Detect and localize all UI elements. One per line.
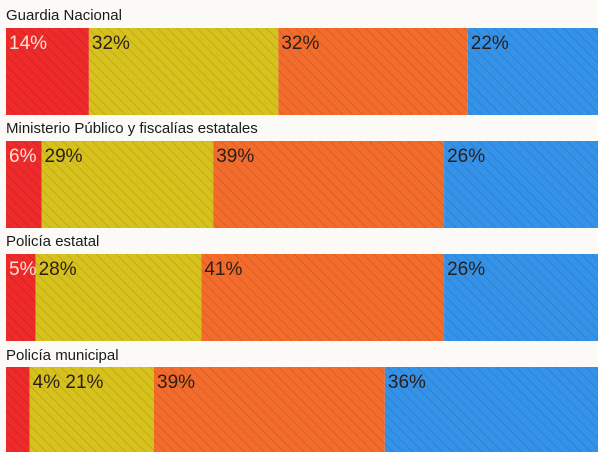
value-label: 29% [45, 146, 83, 167]
bar-segment-hatch [35, 254, 202, 341]
value-label: 41% [204, 259, 242, 280]
value-label: 22% [471, 33, 509, 54]
value-label: 14% [9, 33, 47, 54]
bar-segment-hatch [29, 367, 154, 452]
bar-segment-hatch [154, 367, 385, 452]
bar-segment-hatch [6, 141, 42, 228]
value-label: 26% [447, 146, 485, 167]
bar-segment-hatch [6, 254, 36, 341]
value-label: 28% [39, 259, 77, 280]
value-label: 26% [447, 259, 485, 280]
value-label: 39% [216, 146, 254, 167]
bar-segment-hatch [88, 28, 279, 115]
bar-segment-hatch [467, 28, 598, 115]
bar-segment-hatch [6, 367, 30, 452]
category-label: Policía estatal [6, 233, 99, 250]
category-label: Policía municipal [6, 347, 119, 364]
bar-segment-hatch [213, 141, 445, 228]
value-label: 6% [9, 146, 37, 167]
value-label: 32% [281, 33, 319, 54]
value-label: 4% 21% [33, 372, 104, 393]
bar-segment-hatch [444, 141, 598, 228]
bar-segment-hatch [384, 367, 598, 452]
bar-segment-hatch [41, 141, 214, 228]
value-label: 32% [92, 33, 130, 54]
bar-segment-hatch [201, 254, 445, 341]
bar-segment-hatch [6, 28, 89, 115]
bar-segment-hatch [444, 254, 598, 341]
bar-segment-hatch [278, 28, 468, 115]
category-label: Ministerio Público y fiscalías estatales [6, 120, 258, 137]
value-label: 39% [157, 372, 195, 393]
category-label: Guardia Nacional [6, 7, 122, 24]
value-label: 5% [9, 259, 37, 280]
value-label: 36% [388, 372, 426, 393]
